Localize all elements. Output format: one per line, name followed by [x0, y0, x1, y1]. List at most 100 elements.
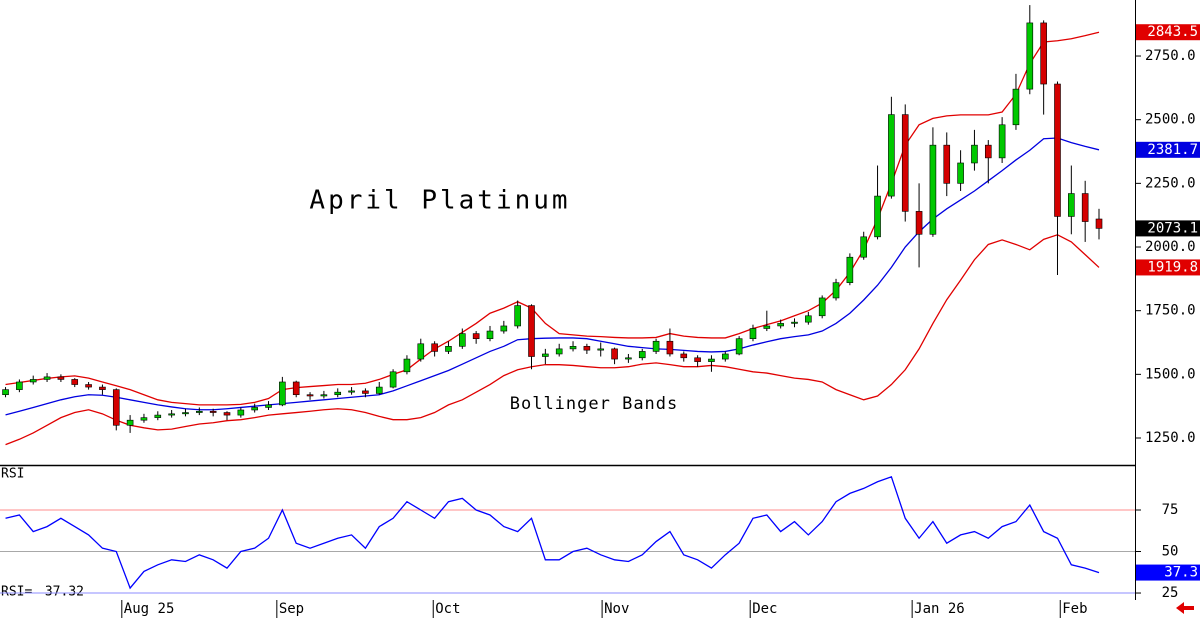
y-tick-label: 1250.0 — [1145, 430, 1196, 446]
candle-body — [846, 256, 854, 283]
x-tick-label: Oct — [435, 601, 460, 617]
candle-body — [168, 413, 175, 416]
candle-body — [611, 348, 618, 360]
rsi-tick-label: 50 — [1162, 544, 1179, 560]
candle-body — [652, 340, 660, 352]
band-last-box — [1136, 24, 1200, 41]
candle-body — [777, 323, 784, 327]
rsi-line — [5, 475, 1100, 590]
candle-body — [112, 389, 120, 426]
candle-body — [888, 114, 895, 197]
candle-body — [832, 282, 840, 299]
candle-body — [71, 379, 79, 385]
candle-body — [417, 343, 425, 360]
x-tick-label: Sep — [279, 601, 304, 617]
band-last-label: 1919.8 — [1147, 259, 1198, 275]
x-tick-label: Aug 25 — [124, 601, 175, 617]
candle-body — [749, 328, 757, 339]
rsi-tick-label: 25 — [1162, 585, 1179, 601]
scroll-arrow[interactable] — [1176, 602, 1194, 614]
candle-body — [320, 394, 328, 397]
candle-body — [694, 357, 701, 362]
candle-body — [583, 346, 591, 351]
rsi-last-label: 37.3 — [1164, 565, 1198, 581]
candle-body — [555, 348, 563, 355]
candle-body — [140, 417, 148, 421]
candle-body — [16, 381, 23, 390]
band-last-box — [1136, 259, 1200, 276]
candle-body — [1068, 193, 1075, 217]
rsi-last-box — [1136, 564, 1200, 581]
candle-body — [182, 412, 189, 415]
candle-body — [223, 412, 231, 416]
rsi-readout-label: RSI= — [1, 585, 32, 600]
candle-body — [57, 376, 65, 380]
band-last-box — [1136, 141, 1200, 158]
candle-body — [85, 384, 92, 388]
bollinger-band — [5, 234, 1100, 446]
candle-body — [431, 343, 438, 352]
candle-body — [362, 390, 369, 394]
candle-body — [196, 410, 203, 413]
candle-body — [126, 419, 134, 426]
candle-body — [666, 340, 674, 355]
candle-body — [334, 391, 342, 396]
candle-body — [154, 414, 162, 418]
bollinger-band — [5, 31, 1100, 406]
y-tick-label: 2250.0 — [1145, 175, 1196, 191]
candle-body — [943, 144, 951, 184]
candle-body — [874, 195, 881, 238]
y-tick-label: 2750.0 — [1145, 48, 1196, 64]
candle-body — [791, 321, 798, 324]
rsi-tick-label: 75 — [1162, 502, 1179, 518]
y-tick-label: 2500.0 — [1145, 112, 1196, 128]
chart-title: April Platinum — [309, 186, 570, 216]
candle-body — [1026, 22, 1034, 90]
candle-body — [763, 325, 771, 329]
candle-body — [486, 330, 494, 339]
candle-body — [265, 404, 272, 408]
candle-body — [680, 353, 688, 359]
candle-body — [929, 144, 937, 235]
candle-body — [708, 358, 715, 362]
candle-body — [721, 353, 729, 360]
candle-body — [389, 371, 397, 388]
candle-body — [292, 381, 300, 396]
y-tick-label: 1750.0 — [1145, 303, 1196, 319]
candle-body — [915, 211, 923, 235]
candle-body — [514, 305, 521, 327]
candle-body — [445, 346, 452, 352]
annotation: Bollinger Bands — [510, 394, 679, 414]
x-tick-label: Dec — [752, 601, 777, 617]
band-last-label: 2381.7 — [1147, 142, 1198, 158]
candle-body — [29, 379, 37, 383]
candle-body — [542, 353, 549, 357]
candle-body — [625, 357, 632, 360]
candle-body — [1054, 83, 1061, 217]
candle-body — [638, 351, 646, 359]
candle-body — [971, 144, 978, 164]
candle-body — [998, 124, 1006, 159]
candle-body — [528, 305, 535, 357]
rsi-readout-value: 37.32 — [45, 585, 84, 600]
candle-body — [1040, 22, 1047, 85]
candle-body — [306, 394, 314, 397]
candle-body — [597, 348, 605, 351]
candle-body — [2, 389, 9, 396]
candle-body — [472, 333, 480, 339]
x-tick-label: Jan 26 — [914, 601, 965, 617]
candle-body — [209, 410, 217, 413]
rsi-panel-label: RSI — [1, 467, 24, 482]
x-tick-label: Feb — [1062, 601, 1087, 617]
candle-body — [279, 381, 286, 406]
x-tick-label: Nov — [604, 601, 629, 617]
candle-body — [459, 333, 466, 347]
candle-body — [818, 297, 826, 317]
candle-body — [984, 144, 992, 159]
candle-body — [860, 236, 868, 258]
candle-body — [43, 376, 51, 380]
candle-body — [403, 358, 411, 373]
